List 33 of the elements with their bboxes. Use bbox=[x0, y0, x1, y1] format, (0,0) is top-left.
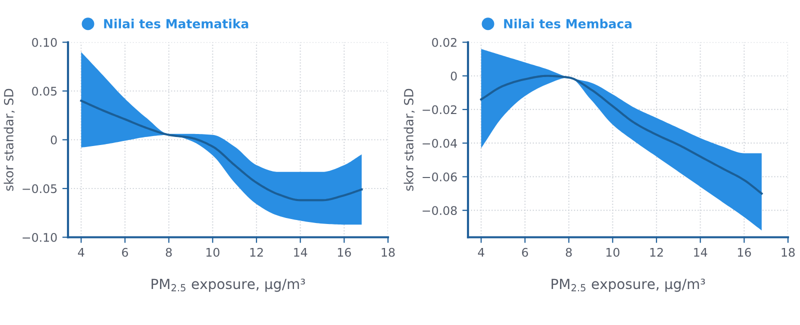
x-tick-label: 18 bbox=[382, 248, 395, 257]
x-tick-label: 16 bbox=[738, 248, 751, 257]
x-tick-label: 6 bbox=[122, 248, 128, 257]
x-tick-label: 4 bbox=[78, 248, 84, 257]
y-tick-label: −0.05 bbox=[22, 184, 57, 194]
x-tick-label: 4 bbox=[478, 248, 484, 257]
x-tick-label: 14 bbox=[294, 248, 308, 257]
y-tick-label: 0.10 bbox=[32, 38, 57, 47]
x-axis-title: PM$_{2.5}$ exposure, μg/m³ bbox=[152, 278, 305, 292]
x-tick-label: 18 bbox=[782, 248, 795, 257]
x-tick-label: 14 bbox=[694, 248, 708, 257]
y-axis-title: skor standar, SD bbox=[404, 88, 415, 191]
x-tick-label: 10 bbox=[606, 248, 620, 257]
y-tick-label: 0.02 bbox=[432, 38, 456, 47]
y-tick-label: −0.02 bbox=[422, 105, 456, 114]
x-tick-label: 10 bbox=[206, 248, 220, 257]
text: Nilai tes Matematika bbox=[104, 18, 248, 28]
y-tick-label: 0 bbox=[50, 135, 57, 144]
y-tick-label: 0.05 bbox=[32, 86, 57, 96]
y-tick-label: −0.04 bbox=[422, 138, 457, 148]
text: Nilai tes Membaca bbox=[504, 18, 632, 28]
y-tick-label: −0.06 bbox=[422, 172, 457, 182]
x-axis-title: PM$_{2.5}$ exposure, μg/m³ bbox=[552, 278, 705, 292]
x-tick-label: 8 bbox=[166, 248, 172, 257]
x-tick-label: 8 bbox=[566, 248, 572, 257]
x-tick-label: 16 bbox=[338, 248, 351, 257]
y-tick-label: 0 bbox=[450, 72, 457, 81]
x-tick-label: 12 bbox=[250, 248, 263, 257]
x-tick-label: 6 bbox=[522, 248, 528, 257]
y-tick-label: −0.08 bbox=[422, 206, 457, 216]
x-tick-label: 12 bbox=[650, 248, 663, 257]
y-axis-title: skor standar, SD bbox=[4, 88, 15, 191]
y-tick-label: −0.10 bbox=[22, 232, 57, 242]
